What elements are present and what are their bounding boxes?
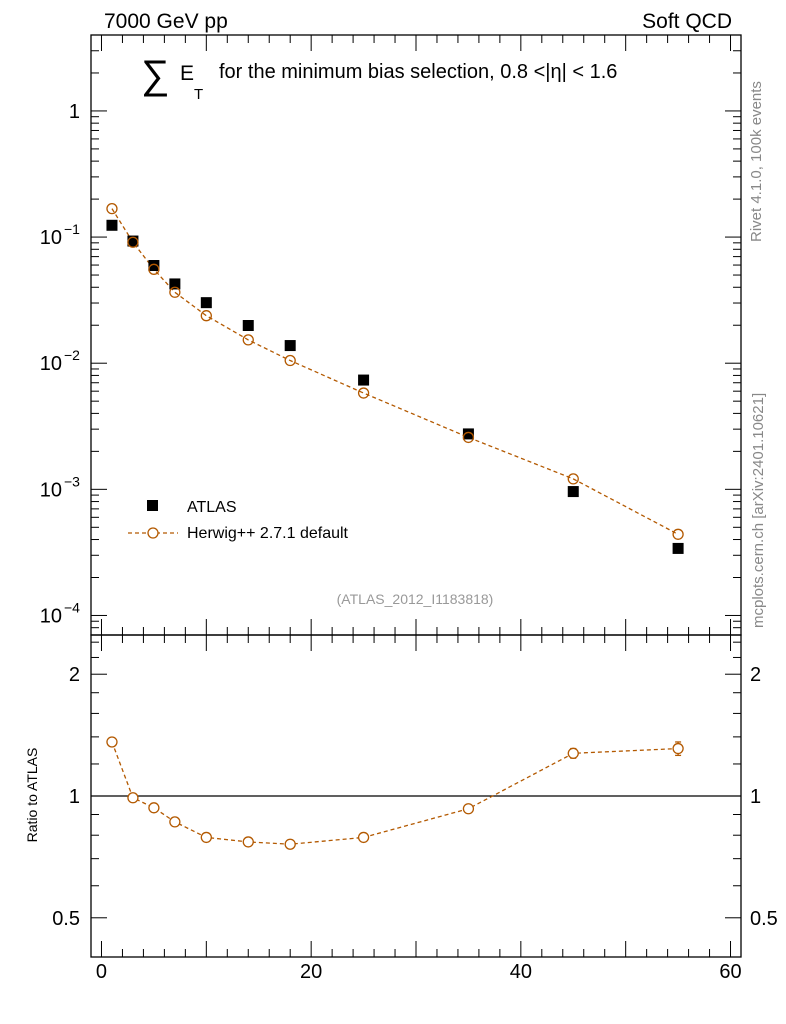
ratio-data-point <box>357 831 370 844</box>
ratio-data-point <box>284 838 296 850</box>
title-text: for the minimum bias selection, 0.8 <|η|… <box>219 61 617 83</box>
ratio-data-point <box>106 736 118 748</box>
x-tick-label: 0 <box>96 961 107 983</box>
ratio-ylabel: Ratio to ATLAS <box>24 748 40 843</box>
main-data-series <box>106 203 684 554</box>
atlas-data-point <box>148 260 160 272</box>
ratio-data-point <box>242 836 254 848</box>
y-tick-exponent: −3 <box>64 473 80 489</box>
atlas-data-point <box>200 297 212 309</box>
atlas-data-point <box>358 374 370 386</box>
y-tick-exponent: −2 <box>64 347 80 363</box>
ratio-y-tick-label: 1 <box>69 786 80 808</box>
mc-data-point <box>567 473 579 485</box>
y-tick-label: 10 <box>40 227 62 249</box>
x-tick-label: 20 <box>300 961 322 983</box>
ratio-y-tick-label-right: 1 <box>750 786 761 808</box>
atlas-data-point <box>242 320 254 332</box>
title-variable: E <box>180 62 194 85</box>
mc-data-point <box>127 236 139 248</box>
ratio-data-point <box>200 831 212 844</box>
ratio-axis-ticks: 0 20 40 60 2 2 1 1 0.5 0.5 <box>52 635 778 983</box>
atlas-data-point <box>284 340 296 352</box>
atlas-data-point <box>462 428 474 440</box>
y-tick-label: 1 <box>69 101 80 123</box>
main-axis-ticks: 110−110−210−310−4 <box>40 34 741 636</box>
x-tick-label: 40 <box>510 961 532 983</box>
x-tick-label: 60 <box>719 961 741 983</box>
analysis-id: (ATLAS_2012_I1183818) <box>337 591 494 607</box>
ratio-y-tick-label: 0.5 <box>52 908 80 930</box>
process-label: Soft QCD <box>642 10 732 33</box>
mc-data-point <box>284 354 296 367</box>
main-panel-frame <box>90 34 742 636</box>
ratio-y-tick-label-right: 2 <box>750 664 761 686</box>
energy-label: 7000 GeV pp <box>104 10 228 33</box>
ratio-data-series <box>106 736 684 850</box>
mc-data-point <box>242 334 254 346</box>
ratio-y-tick-label: 2 <box>69 664 80 686</box>
title-subscript: T <box>194 86 203 103</box>
y-tick-label: 10 <box>40 605 62 627</box>
ratio-data-point <box>672 742 684 755</box>
legend-atlas-label: ATLAS <box>187 499 237 516</box>
mc-data-point <box>148 263 160 275</box>
legend: ATLAS Herwig++ 2.7.1 default <box>128 499 349 542</box>
ratio-y-tick-label-right: 0.5 <box>750 908 778 930</box>
mc-data-point <box>357 387 370 399</box>
atlas-data-point <box>672 542 684 554</box>
legend-atlas-marker <box>147 500 158 511</box>
ratio-line <box>111 741 679 845</box>
mc-line <box>111 208 679 535</box>
y-tick-label: 10 <box>40 479 62 501</box>
mc-data-point <box>169 286 181 298</box>
ratio-data-point <box>127 792 139 804</box>
y-tick-label: 10 <box>40 353 62 375</box>
mc-data-point <box>106 203 118 215</box>
atlas-data-point <box>567 486 579 498</box>
mc-data-point <box>200 310 212 322</box>
mc-data-point <box>672 528 684 540</box>
legend-mc-marker <box>147 527 159 539</box>
ratio-data-point <box>169 816 181 828</box>
ratio-data-point <box>148 802 160 814</box>
y-tick-exponent: −1 <box>64 221 80 237</box>
mcplots-label: mcplots.cern.ch [arXiv:2401.10621] <box>750 393 767 628</box>
rivet-version-label: Rivet 4.1.0, 100k events <box>748 81 765 242</box>
plot-title: ∑ E T for the minimum bias selection, 0.… <box>141 53 617 103</box>
atlas-data-point <box>169 278 181 290</box>
atlas-data-point <box>106 219 118 231</box>
ratio-data-point <box>567 747 579 759</box>
mc-data-point <box>462 431 475 444</box>
atlas-data-point <box>127 235 139 247</box>
ratio-data-point <box>462 803 475 815</box>
legend-mc-label: Herwig++ 2.7.1 default <box>187 525 349 542</box>
y-tick-exponent: −4 <box>64 599 80 615</box>
sum-symbol: ∑ <box>141 53 170 97</box>
